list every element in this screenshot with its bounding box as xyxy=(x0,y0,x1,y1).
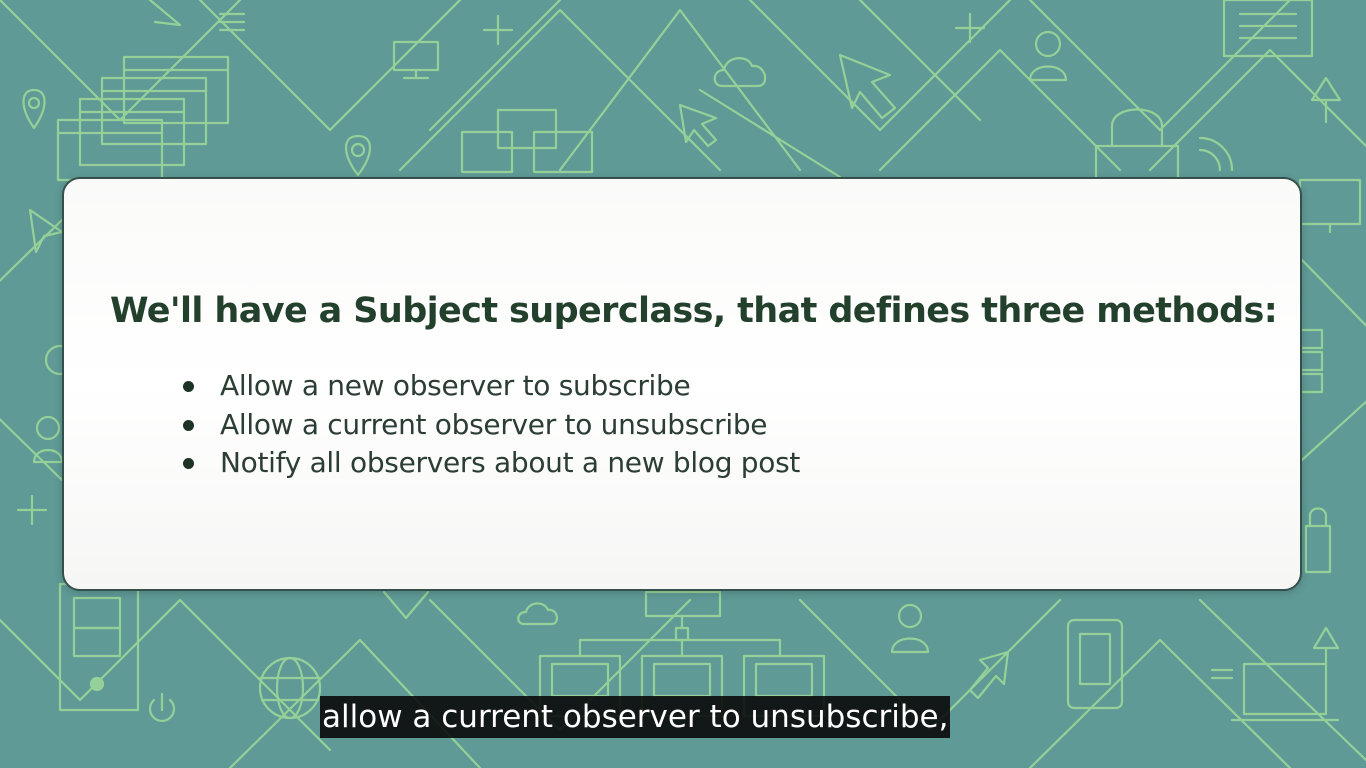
browser-window-stack-icon xyxy=(56,55,230,182)
subtitle-caption: allow a current observer to unsubscribe, xyxy=(320,696,951,738)
org-chart-icon xyxy=(382,108,826,718)
cloud-icon xyxy=(517,57,767,626)
plus-icon xyxy=(16,12,986,526)
map-pin-icon xyxy=(22,88,372,177)
bullet-dot-icon xyxy=(183,419,194,431)
bullet-item: Allow a current observer to unsubscribe xyxy=(176,406,800,445)
bullet-text: Notify all observers about a new blog po… xyxy=(220,446,801,479)
cursor-arrow-icon xyxy=(28,0,1010,700)
slide-title: We'll have a Subject superclass, that de… xyxy=(110,291,1278,331)
upload-arrow-icon xyxy=(1310,76,1342,666)
bullet-dot-icon xyxy=(183,458,194,469)
laptop-icon xyxy=(1230,662,1340,722)
document-icon xyxy=(1222,0,1314,58)
bullet-list: Allow a new observer to subscribe Allow … xyxy=(176,367,800,483)
bullet-item: Allow a new observer to subscribe xyxy=(176,367,800,406)
menu-icon xyxy=(218,12,1234,680)
wifi-icon xyxy=(1198,136,1234,172)
power-icon xyxy=(148,692,176,722)
phone-icon xyxy=(1066,618,1124,710)
bullet-item: Notify all observers about a new blog po… xyxy=(176,444,800,483)
bullet-dot-icon xyxy=(183,381,194,392)
user-icon xyxy=(32,30,1068,654)
bullet-text: Allow a new observer to subscribe xyxy=(220,369,691,402)
slide-card: We'll have a Subject superclass, that de… xyxy=(62,177,1302,591)
bullet-text: Allow a current observer to unsubscribe xyxy=(220,407,768,441)
server-tower-icon xyxy=(58,328,1324,712)
